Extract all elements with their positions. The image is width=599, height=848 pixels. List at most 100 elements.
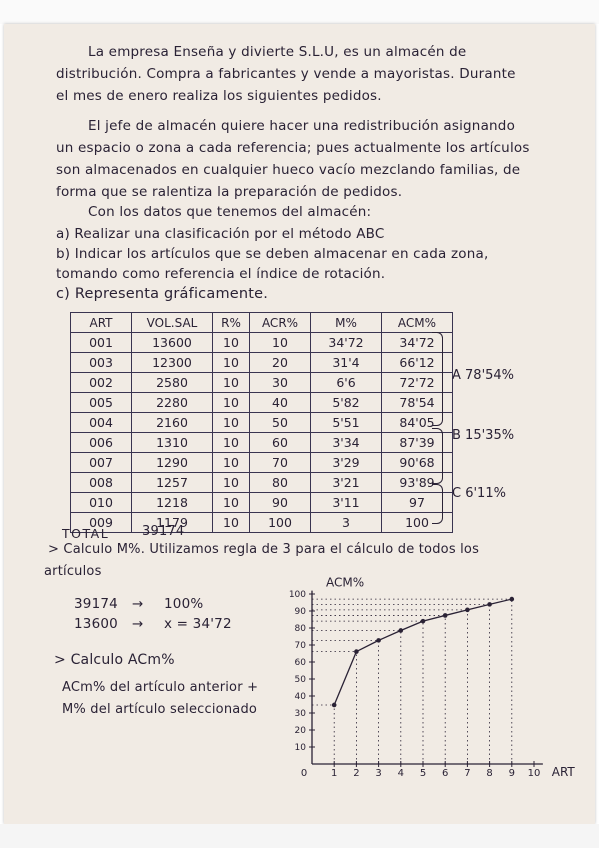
table-cell: 12300 [131,352,213,373]
column-header: ART [70,312,132,333]
data-point [465,607,470,613]
table-cell: 10 [212,492,250,513]
table-cell: 1310 [131,432,213,453]
x-tick-label: 0 [301,768,307,779]
x-tick-label: 10 [528,768,541,779]
column-header: ACM% [381,312,453,333]
y-tick-label: 80 [295,624,307,634]
y-tick-label: 40 [295,692,307,702]
table-cell: 10 [212,332,250,353]
calc-acm-desc: M% del artículo seleccionado [62,702,258,717]
calc-acm-title: > Calculo ACm% [54,652,175,668]
table-cell: 60 [249,432,311,453]
x-tick-label: 6 [442,768,448,779]
group-b-label: B 15'35% [452,428,515,443]
group-c-label: C 6'11% [452,486,506,501]
y-tick-label: 70 [295,641,307,651]
table-cell: 3'21 [310,472,382,493]
x-tick-label: 8 [486,768,492,779]
x-tick-label: 3 [375,768,381,779]
table-cell: 100 [381,512,453,533]
data-point [398,628,404,633]
text-line: son almacenados en cualquier hueco vacío… [56,162,521,178]
text-line: distribución. Compra a fabricantes y ven… [56,66,516,82]
x-tick-label: 2 [353,768,359,779]
notebook-page: La empresa Enseña y divierte S.L.U, es u… [4,24,595,824]
table-row: 009 1179 10 100 3 100 [70,512,453,533]
series-line [333,598,512,706]
y-tick-label: 20 [295,726,307,736]
calc-value: 39174 [74,596,118,612]
list-item: a) Realizar una clasificación por el mét… [56,226,385,242]
table-row: 004 2160 10 50 5'51 84'05 [70,412,453,433]
calc-value: 13600 [74,616,118,632]
calc-m-title-cont: artículos [44,564,102,579]
y-tick-label: 90 [295,607,307,617]
text-line: el mes de enero realiza los siguientes p… [56,88,382,104]
calc-acm-desc: ACm% del artículo anterior + [62,680,259,695]
bottom-margin [0,824,599,848]
table-cell: 34'72 [310,332,382,353]
table-cell: 10 [249,332,311,353]
table-row: 008 1257 10 80 3'21 93'89 [70,472,453,493]
data-point [376,638,381,643]
calc-value: 100% [164,596,204,612]
data-point [420,618,426,624]
y-tick-label: 100 [289,590,306,600]
table-cell: 90 [249,492,311,513]
acm-chart: 0 1 2 3 4 5 6 7 8 9 10 10 20 30 40 50 60 70 80 90 100 ACM% ART [289,576,576,779]
x-tick-label: 7 [464,768,470,779]
table-cell: 001 [70,332,132,353]
table-cell: 100 [249,512,311,533]
abc-table: ART VOL.SAL R% ACR% M% ACM% 001 13600 10 10… [70,312,453,533]
table-cell: 10 [212,372,250,393]
text-line: Con los datos que tenemos del almacén: [88,204,372,220]
table-cell: 006 [70,432,132,453]
data-point [442,613,448,618]
group-a-bracket [432,332,443,426]
list-item: tomando como referencia el índice de rot… [56,266,386,282]
x-tick-label: 4 [398,768,404,779]
table-cell: 10 [212,512,250,533]
total-value: 39174 [142,524,185,539]
top-margin [0,0,599,24]
group-b-bracket [432,428,443,484]
y-tick-label: 30 [295,709,307,719]
table-cell: 009 [70,512,132,533]
data-point [509,596,515,602]
calc-value: x = 34'72 [164,616,232,632]
list-item: b) Indicar los artículos que se deben al… [56,246,489,262]
text-line: forma que se ralentiza la preparación de… [56,184,403,200]
table-row: 005 2280 10 40 5'82 78'54 [70,392,453,413]
table-cell: 1179 [131,512,213,533]
table-cell: 50 [249,412,311,433]
table-row: 006 1310 10 60 3'34 87'39 [70,432,453,453]
y-tick-label: 10 [295,743,307,753]
text-line: El jefe de almacén quiere hacer una redi… [88,118,516,134]
text-line: un espacio o zona a cada referencia; pue… [56,140,530,156]
group-a-label: A 78'54% [452,368,515,383]
arrow-icon: → [132,596,144,612]
table-cell: 72'72 [381,372,453,393]
y-axis-label: ACM% [326,576,364,590]
table-row: 001 13600 10 10 34'72 34'72 [70,332,453,353]
data-point [331,702,337,708]
table-cell: 78'54 [381,392,453,413]
table-cell: 5'51 [310,412,382,433]
list-item: c) Representa gráficamente. [56,286,269,302]
table-cell: 10 [212,352,250,373]
text-line: La empresa Enseña y divierte S.L.U, es u… [88,44,467,60]
column-header: VOL.SAL [131,312,213,333]
table-header-row: ART VOL.SAL R% ACR% M% ACM% [70,312,453,333]
table-row: 003 12300 10 20 31'4 66'12 [70,352,453,373]
x-tick-label: 9 [509,768,515,779]
table-cell: 87'39 [381,432,453,453]
arrow-icon: → [132,616,144,632]
x-tick-label: 5 [420,768,426,779]
table-cell: 1257 [131,472,213,493]
table-cell: 3'34 [310,432,382,453]
x-axis-label: ART [552,765,576,779]
calc-m-title: > Calculo M%. Utilizamos regla de 3 para… [48,542,480,557]
y-tick-label: 60 [295,658,307,668]
data-point [354,649,359,654]
